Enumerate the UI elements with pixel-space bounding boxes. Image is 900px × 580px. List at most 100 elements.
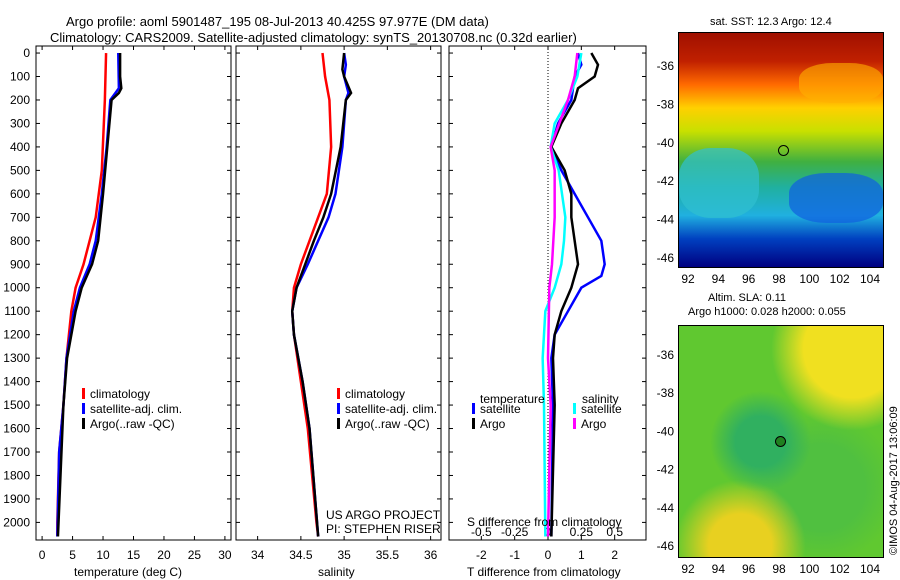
plot-frame [235,45,442,541]
map-lon-label: 104 [860,562,880,576]
legend-swatch [472,418,475,429]
map-lat-label: -36 [657,59,675,73]
map-lon-label: 98 [772,562,786,576]
x-tick-label: 30 [218,548,232,562]
map-lat-label: -44 [657,213,675,227]
map-lon-label: 94 [712,562,726,576]
legend-label: climatology [90,387,150,401]
sla-title: Altim. SLA: 0.11 [708,292,787,304]
sla-argo-heights: Argo h1000: 0.028 h2000: 0.055 [688,306,846,318]
y-tick-label: 900 [10,257,30,271]
map-lat-label: -42 [657,463,675,477]
x-tick-label: 15 [127,548,141,562]
legend-label: Argo [581,417,607,431]
map-lon-label: 100 [799,272,819,286]
x-tick-label: 5 [69,548,76,562]
series-line-argo-raw-qc- [290,52,353,537]
legend-label: Argo(..raw -QC) [90,417,175,431]
credit-project: US ARGO PROJECT [326,508,441,522]
map-lon-label: 96 [742,272,756,286]
map-lat-label: -40 [657,136,675,150]
x-label-salinity: salinity [318,565,355,579]
legend-title-salinity: salinity [582,392,619,406]
legend-label: satellite-adj. clim. [90,402,182,416]
x-tick-label: 0 [545,548,552,562]
title-line2: Climatology: CARS2009. Satellite-adjuste… [50,30,577,45]
x-tick-label: 34.5 [289,548,313,562]
credit-pi: PI: STEPHEN RISER [326,522,441,536]
legend-swatch [337,418,340,429]
y-tick-label: 1900 [3,492,30,506]
x2-tick-label: 0.5 [606,525,623,539]
x-label-sdiff: S difference from climatology [467,515,622,529]
y-tick-label: 400 [10,140,30,154]
x-tick-label: 25 [188,548,202,562]
x2-tick-label: -0.5 [471,525,492,539]
map-lon-label: 92 [681,562,695,576]
x-tick-label: 2 [611,548,618,562]
y-tick-label: 2000 [3,515,30,529]
plot-frame [35,45,232,541]
y-tick-label: 300 [10,116,30,130]
legend-swatch [82,418,85,429]
map-lat-label: -40 [657,424,675,438]
x-tick-label: 0 [39,548,46,562]
legend-label: Argo(..raw -QC) [345,417,430,431]
y-tick-label: 1100 [4,304,30,318]
title-line1: Argo profile: aoml 5901487_195 08-Jul-20… [66,14,489,29]
x-tick-label: 10 [96,548,110,562]
legend-swatch [472,403,475,414]
map-lon-label: 104 [860,272,880,286]
series-line-salinity-argo [546,52,579,537]
legend-swatch [573,403,576,414]
legend-label: satellite [581,402,622,416]
y-tick-label: 1700 [3,445,30,459]
series-line-climatology [56,53,108,537]
sst-map-title: sat. SST: 12.3 Argo: 12.4 [710,16,832,28]
y-tick-label: 700 [10,210,30,224]
map-lat-label: -36 [657,348,675,362]
y-tick-label: 1300 [3,351,30,365]
legend-label: satellite-adj. clim. [345,402,437,416]
x-tick-label: 1 [578,548,585,562]
x-label-tdiff: T difference from climatology [467,565,621,579]
series-line-temperature-argo [549,52,600,537]
series-line-climatology [290,52,333,537]
map-lat-label: -46 [657,539,675,553]
map-lon-label: 96 [742,562,756,576]
y-tick-label: 500 [10,163,30,177]
y-tick-label: 1000 [3,281,30,295]
map-lat-label: -38 [657,97,675,111]
x-tick-label: 20 [157,548,171,562]
map-lon-label: 102 [830,562,850,576]
x-tick-label: -1 [509,548,520,562]
legend-label: climatology [345,387,405,401]
legend-title-temperature: temperature [480,392,545,406]
x2-tick-label: 0.25 [570,525,594,539]
y-tick-label: 200 [10,93,30,107]
x-tick-label: -2 [476,548,487,562]
y-tick-label: 1600 [3,422,30,436]
x2-tick-label: -0.25 [501,525,529,539]
y-tick-label: 800 [10,234,30,248]
x-label-temperature: temperature (deg C) [74,565,183,579]
map-lon-label: 94 [712,272,726,286]
map-lat-label: -44 [657,501,675,515]
sla-map [678,325,884,558]
y-tick-label: 1500 [3,398,30,412]
argo-location-marker [778,145,789,156]
y-tick-label: 1200 [3,328,30,342]
x-tick-label: 36 [424,548,438,562]
x-tick-label: 35 [337,548,351,562]
legend-swatch [337,388,340,399]
map-lon-label: 92 [681,272,695,286]
series-line-satellite-adj-clim- [290,52,350,537]
map-lat-label: -42 [657,174,675,188]
legend-swatch [337,403,340,414]
legend-label: satellite [480,402,521,416]
map-lat-label: -46 [657,251,675,265]
argo-location-marker [775,436,786,447]
legend-label: Argo [480,417,506,431]
